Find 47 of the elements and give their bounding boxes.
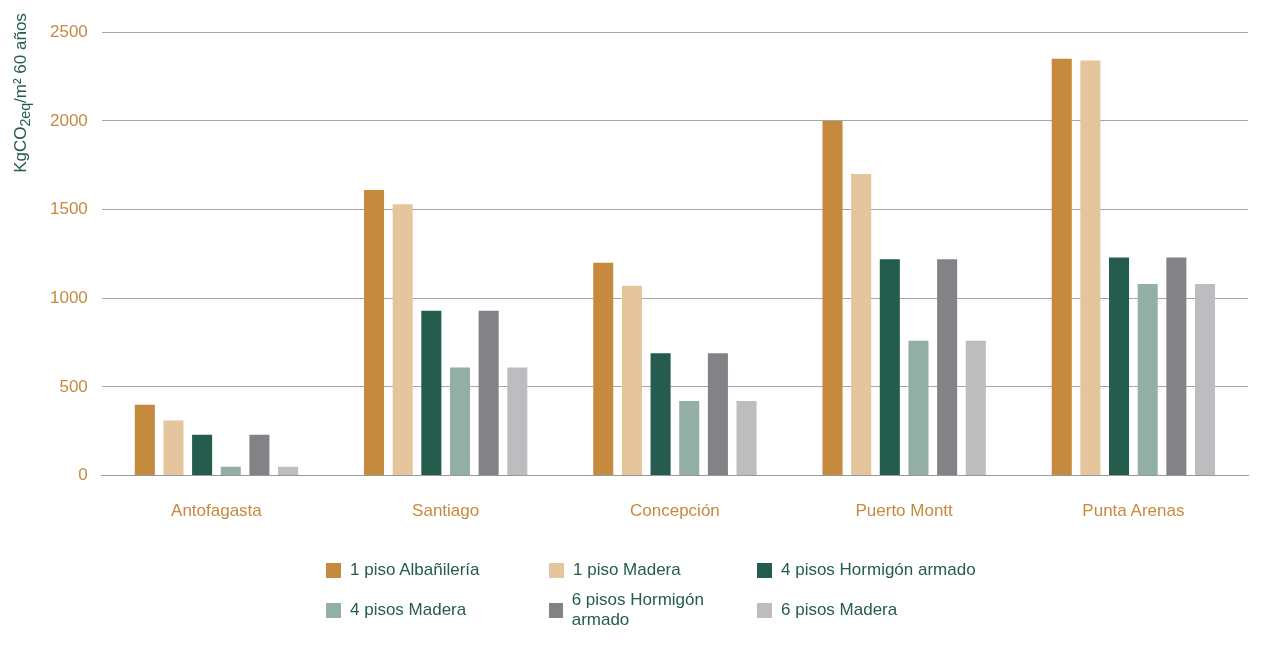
legend-label: 4 pisos Madera [350, 600, 467, 620]
bar [1051, 58, 1072, 476]
bar [965, 340, 986, 476]
bar [621, 285, 642, 476]
legend-label: 4 pisos Hormigón armado [781, 560, 976, 580]
bar [707, 353, 728, 476]
bar [163, 420, 184, 476]
bar [278, 466, 299, 476]
bar [192, 434, 213, 476]
legend-label: 6 pisos Hormigón armado [571, 590, 705, 630]
x-tick-label: Santiago [412, 501, 480, 521]
x-tick-label: Punta Arenas [1082, 501, 1185, 521]
bar [449, 367, 471, 476]
bar [1194, 284, 1216, 476]
bar [507, 367, 528, 476]
bar [392, 204, 413, 476]
bar [937, 259, 958, 476]
x-tick-label: Concepción [630, 501, 720, 521]
legend-label: 1 piso Madera [573, 560, 681, 580]
x-tick-label: Antofagasta [171, 501, 263, 521]
y-tick-label: 1500 [49, 199, 88, 219]
x-tick-label: Puerto Montt [855, 501, 954, 521]
bar [1080, 60, 1101, 476]
bar [134, 404, 155, 476]
bar [593, 262, 614, 476]
bar [249, 434, 270, 476]
bar [1109, 257, 1130, 476]
bar [421, 310, 442, 476]
bar [478, 310, 499, 476]
bar [908, 340, 929, 476]
bar [650, 353, 671, 476]
y-tick-label: 500 [59, 376, 88, 396]
bar [364, 190, 385, 476]
bar [822, 120, 843, 476]
legend-label: 1 piso Albañilería [350, 560, 480, 580]
bar [1137, 284, 1158, 476]
legend-label: 6 pisos Madera [781, 600, 898, 620]
y-tick-label: 0 [78, 465, 88, 485]
y-tick-label: 2500 [49, 21, 88, 41]
y-tick-label: 1000 [49, 287, 88, 307]
bar [1166, 257, 1187, 476]
bar [851, 174, 872, 476]
bar [879, 259, 900, 476]
bar [736, 401, 757, 476]
bar [679, 401, 700, 476]
y-tick-label: 2000 [49, 110, 88, 130]
bar [220, 466, 241, 476]
